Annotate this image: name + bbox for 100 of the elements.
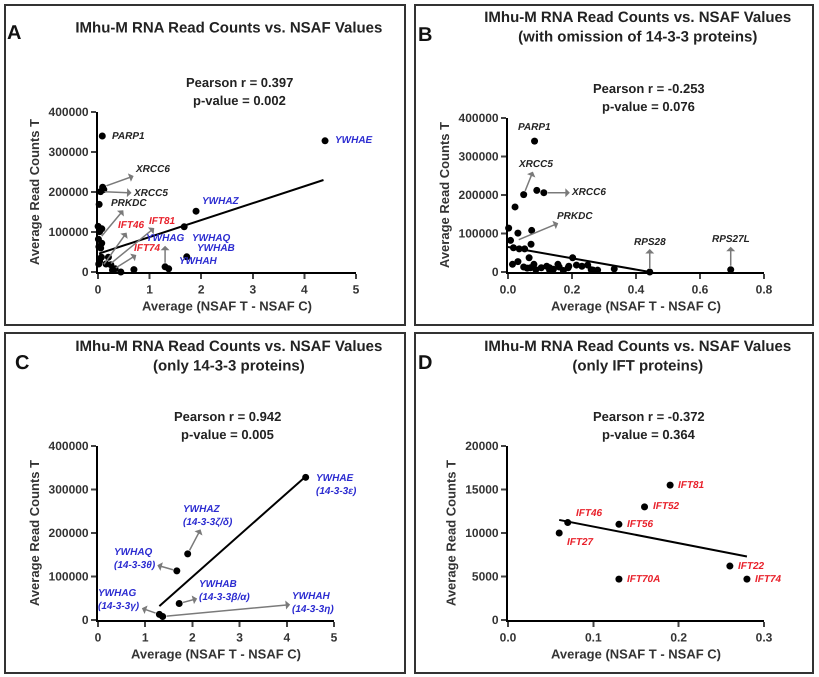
chart-title: IMhu-M RNA Read Counts vs. NSAF Values — [484, 8, 792, 26]
x-axis-title: Average (NSAF T - NSAF C) — [131, 646, 301, 662]
text: Pearson r = -0.372 — [593, 409, 705, 424]
x-tick-label: 0 — [94, 630, 102, 644]
annotation: YWHAG — [146, 233, 185, 244]
y-tick-label: 200000 — [458, 188, 499, 202]
y-tick-label: 0 — [492, 613, 499, 628]
annotation: IFT81 — [678, 480, 705, 491]
annotation: PARP1 — [518, 122, 552, 133]
x-tick-label: 0.0 — [500, 630, 517, 644]
y-tick-label: 100000 — [458, 226, 499, 241]
y-tick-label: 400000 — [458, 111, 499, 126]
annotation: YWHAB (14-3-3β/α) — [199, 579, 250, 603]
text: p-value = 0.002 — [193, 93, 286, 108]
annotation: IFT56 — [627, 519, 654, 530]
y-tick-label: 200000 — [48, 526, 89, 540]
x-tick-label: 2 — [189, 630, 196, 644]
chart-title: IMhu-M RNA Read Counts vs. NSAF Values — [75, 338, 382, 355]
annotation: YWHAG (14-3-3γ) — [98, 588, 140, 612]
annotation: XRCC5 — [518, 159, 554, 170]
annotation: YWHAQ (14-3-3θ) — [114, 547, 156, 571]
y-tick-label: 20000 — [465, 439, 499, 454]
annotation: XRCC5 — [133, 188, 168, 199]
x-axis-title: Average (NSAF T - NSAF C) — [551, 646, 721, 662]
y-tick-label: 400000 — [48, 439, 89, 454]
x-tick-label: 2 — [198, 282, 205, 296]
y-axis-title: Average Read Counts T — [444, 460, 459, 606]
y-tick-label: 300000 — [48, 145, 89, 160]
x-tick-label: 3 — [249, 282, 256, 296]
chart-title: IMhu-M RNA Read Counts vs. NSAF Values — [484, 338, 792, 355]
x-tick-label: 4 — [283, 630, 290, 644]
x-tick-label: 5 — [352, 282, 360, 296]
x-tick-label: 0.4 — [628, 282, 645, 296]
text: Pearson r = 0.397 — [186, 75, 294, 90]
annotation: YWHAE — [335, 135, 373, 146]
chart-subtitle: (only 14-3-3 proteins) — [153, 357, 305, 374]
annotation: IFT27 — [567, 537, 594, 548]
x-tick-label: 0.2 — [564, 282, 581, 296]
annotation: RPS27L — [712, 234, 750, 245]
annotation: YWHAH (14-3-3η) — [292, 591, 334, 615]
x-tick-label: 3 — [236, 630, 244, 644]
y-axis-title: Average Read Counts T — [437, 122, 452, 268]
text: p-value = 0.076 — [602, 99, 695, 114]
y-tick-label: 300000 — [458, 150, 499, 164]
y-axis-title: Average Read Counts T — [27, 460, 42, 606]
annotation: IFT52 — [653, 501, 680, 512]
x-tick-label: 0.8 — [756, 282, 773, 296]
y-tick-label: 5000 — [472, 570, 499, 584]
annotation: YWHAQ — [192, 233, 231, 244]
y-tick-label: 100000 — [48, 570, 89, 584]
annotation: YWHAZ (14-3-3ζ/δ) — [183, 504, 234, 528]
y-tick-label: 300000 — [48, 482, 89, 497]
x-tick-label: 5 — [330, 630, 338, 644]
annotation: YWHAB — [197, 243, 235, 254]
text: Pearson r = 0.942 — [174, 409, 282, 424]
x-tick-label: 0 — [94, 282, 102, 296]
annotation: IFT74 — [134, 243, 161, 254]
x-tick-label: 0.2 — [670, 630, 688, 644]
annotation: XRCC6 — [135, 164, 170, 175]
annotation: PRKDC — [557, 211, 594, 222]
text: A — [7, 22, 22, 44]
x-tick-label: 0.3 — [756, 630, 773, 644]
chart-subtitle: (only IFT proteins) — [572, 357, 704, 374]
annotation: IFT81 — [149, 216, 176, 227]
y-tick-label: 200000 — [48, 185, 89, 200]
y-tick-label: 0 — [82, 265, 89, 280]
text: D — [418, 352, 432, 374]
chart-subtitle: (with omission of 14-3-3 proteins) — [518, 28, 758, 46]
x-tick-label: 0.6 — [692, 282, 709, 296]
text: C — [15, 352, 30, 374]
annotation: IFT46 — [576, 508, 603, 519]
x-tick-label: 1 — [146, 282, 154, 296]
y-tick-label: 100000 — [48, 225, 89, 240]
x-tick-label: 0.0 — [500, 282, 517, 296]
x-axis-title: Average (NSAF T - NSAF C) — [551, 298, 721, 314]
annotation: YWHAZ — [202, 196, 240, 207]
annotation: YWHAH — [179, 256, 218, 267]
y-tick-label: 0 — [492, 265, 499, 280]
x-axis-title: Average (NSAF T - NSAF C) — [142, 298, 312, 314]
chart-title: IMhu-M RNA Read Counts vs. NSAF Values — [75, 19, 382, 36]
text: Pearson r = -0.253 — [593, 81, 705, 96]
annotation: PARP1 — [112, 131, 146, 142]
y-axis-title: Average Read Counts T — [27, 118, 42, 266]
annotation: YWHAE (14-3-3ε) — [316, 473, 358, 497]
text: p-value = 0.005 — [181, 427, 274, 442]
x-tick-label: 1 — [142, 630, 149, 644]
x-tick-label: 4 — [301, 282, 308, 296]
x-tick-label: 0.1 — [584, 630, 602, 644]
annotation: RPS28 — [634, 237, 666, 248]
annotation: XRCC6 — [571, 187, 606, 198]
y-tick-label: 400000 — [48, 105, 89, 120]
y-tick-label: 10000 — [465, 526, 499, 540]
annotation: IFT74 — [755, 574, 782, 585]
annotation: IFT22 — [738, 561, 765, 572]
annotation: IFT70A — [627, 574, 660, 585]
y-tick-label: 15000 — [465, 482, 499, 497]
text: B — [418, 24, 432, 46]
annotation: IFT46 — [118, 220, 145, 231]
annotation: PRKDC — [111, 198, 148, 209]
y-tick-label: 0 — [82, 613, 89, 628]
